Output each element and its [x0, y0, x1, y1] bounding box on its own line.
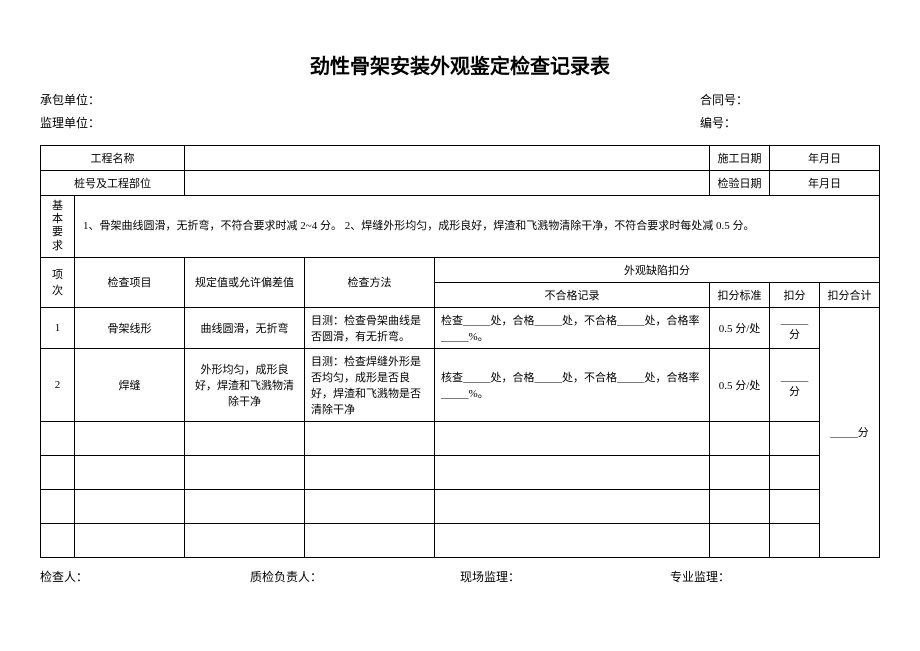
meta-row-2: 桩号及工程部位 检验日期 年月日	[41, 171, 880, 196]
data-row: 1 骨架线形 曲线圆滑，无折弯 目测：检查骨架曲线是否圆滑，有无折弯。 检查__…	[41, 307, 880, 348]
col-seq: 项次	[41, 257, 75, 307]
project-name-value[interactable]	[185, 146, 710, 171]
construct-date-value[interactable]: 年月日	[770, 146, 880, 171]
requirements-label: 基本 要求	[41, 196, 75, 258]
blank-row	[41, 489, 880, 523]
cell-method: 目测：检查焊缝外形是否均匀，成形是否良好，焊渣和飞溅物是否清除干净	[305, 348, 435, 421]
signature-row: 检查人： 质检负责人： 现场监理： 专业监理：	[40, 568, 880, 585]
sig-pro-supervisor[interactable]: 专业监理：	[670, 568, 880, 585]
cell-deduct-std: 0.5 分/处	[710, 348, 770, 421]
supervisor-label: 监理单位：	[40, 114, 700, 131]
cell-method: 目测：检查骨架曲线是否圆滑，有无折弯。	[305, 307, 435, 348]
inspect-date-value[interactable]: 年月日	[770, 171, 880, 196]
cell-deduct[interactable]: _____分	[770, 348, 820, 421]
cell-deduct-total[interactable]: _____分	[820, 307, 880, 557]
cell-fail-record[interactable]: 核查_____处，合格_____处，不合格_____处，合格率_____%。	[435, 348, 710, 421]
contract-no-label: 合同号：	[700, 91, 880, 108]
cell-item: 焊缝	[75, 348, 185, 421]
col-spec: 规定值或允许偏差值	[185, 257, 305, 307]
serial-no-label: 编号：	[700, 114, 880, 131]
sig-site-supervisor[interactable]: 现场监理：	[460, 568, 670, 585]
cell-spec: 曲线圆滑，无折弯	[185, 307, 305, 348]
requirements-text: 1、骨架曲线圆滑，无折弯，不符合要求时减 2~4 分。 2、焊缝外形均匀，成形良…	[75, 196, 880, 258]
inspect-date-label: 检验日期	[710, 171, 770, 196]
cell-fail-record[interactable]: 检查_____处，合格_____处，不合格_____处，合格率_____%。	[435, 307, 710, 348]
cell-deduct[interactable]: _____分	[770, 307, 820, 348]
requirements-row: 基本 要求 1、骨架曲线圆滑，无折弯，不符合要求时减 2~4 分。 2、焊缝外形…	[41, 196, 880, 258]
col-deduct-total: 扣分合计	[820, 282, 880, 307]
cell-seq: 1	[41, 307, 75, 348]
main-table: 工程名称 施工日期 年月日 桩号及工程部位 检验日期 年月日 基本 要求 1、骨…	[40, 145, 880, 558]
blank-row	[41, 421, 880, 455]
project-name-label: 工程名称	[41, 146, 185, 171]
contractor-label: 承包单位：	[40, 91, 700, 108]
col-fail-record: 不合格记录	[435, 282, 710, 307]
col-deduct: 扣分	[770, 282, 820, 307]
sig-qc-head[interactable]: 质检负责人：	[250, 568, 460, 585]
page-title: 劲性骨架安装外观鉴定检查记录表	[40, 50, 880, 79]
col-header-row-1: 项次 检查项目 规定值或允许偏差值 检查方法 外观缺陷扣分	[41, 257, 880, 282]
construct-date-label: 施工日期	[710, 146, 770, 171]
sig-inspector[interactable]: 检查人：	[40, 568, 250, 585]
meta-row-1: 工程名称 施工日期 年月日	[41, 146, 880, 171]
pile-location-label: 桩号及工程部位	[41, 171, 185, 196]
col-deduct-std: 扣分标准	[710, 282, 770, 307]
header-line-2: 监理单位： 编号：	[40, 114, 880, 131]
header-line-1: 承包单位： 合同号：	[40, 91, 880, 108]
cell-item: 骨架线形	[75, 307, 185, 348]
cell-spec: 外形均匀，成形良好，焊渣和飞溅物清除干净	[185, 348, 305, 421]
col-method: 检查方法	[305, 257, 435, 307]
col-defect-group: 外观缺陷扣分	[435, 257, 880, 282]
cell-deduct-std: 0.5 分/处	[710, 307, 770, 348]
data-row: 2 焊缝 外形均匀，成形良好，焊渣和飞溅物清除干净 目测：检查焊缝外形是否均匀，…	[41, 348, 880, 421]
col-item: 检查项目	[75, 257, 185, 307]
cell-seq: 2	[41, 348, 75, 421]
pile-location-value[interactable]	[185, 171, 710, 196]
blank-row	[41, 455, 880, 489]
blank-row	[41, 523, 880, 557]
